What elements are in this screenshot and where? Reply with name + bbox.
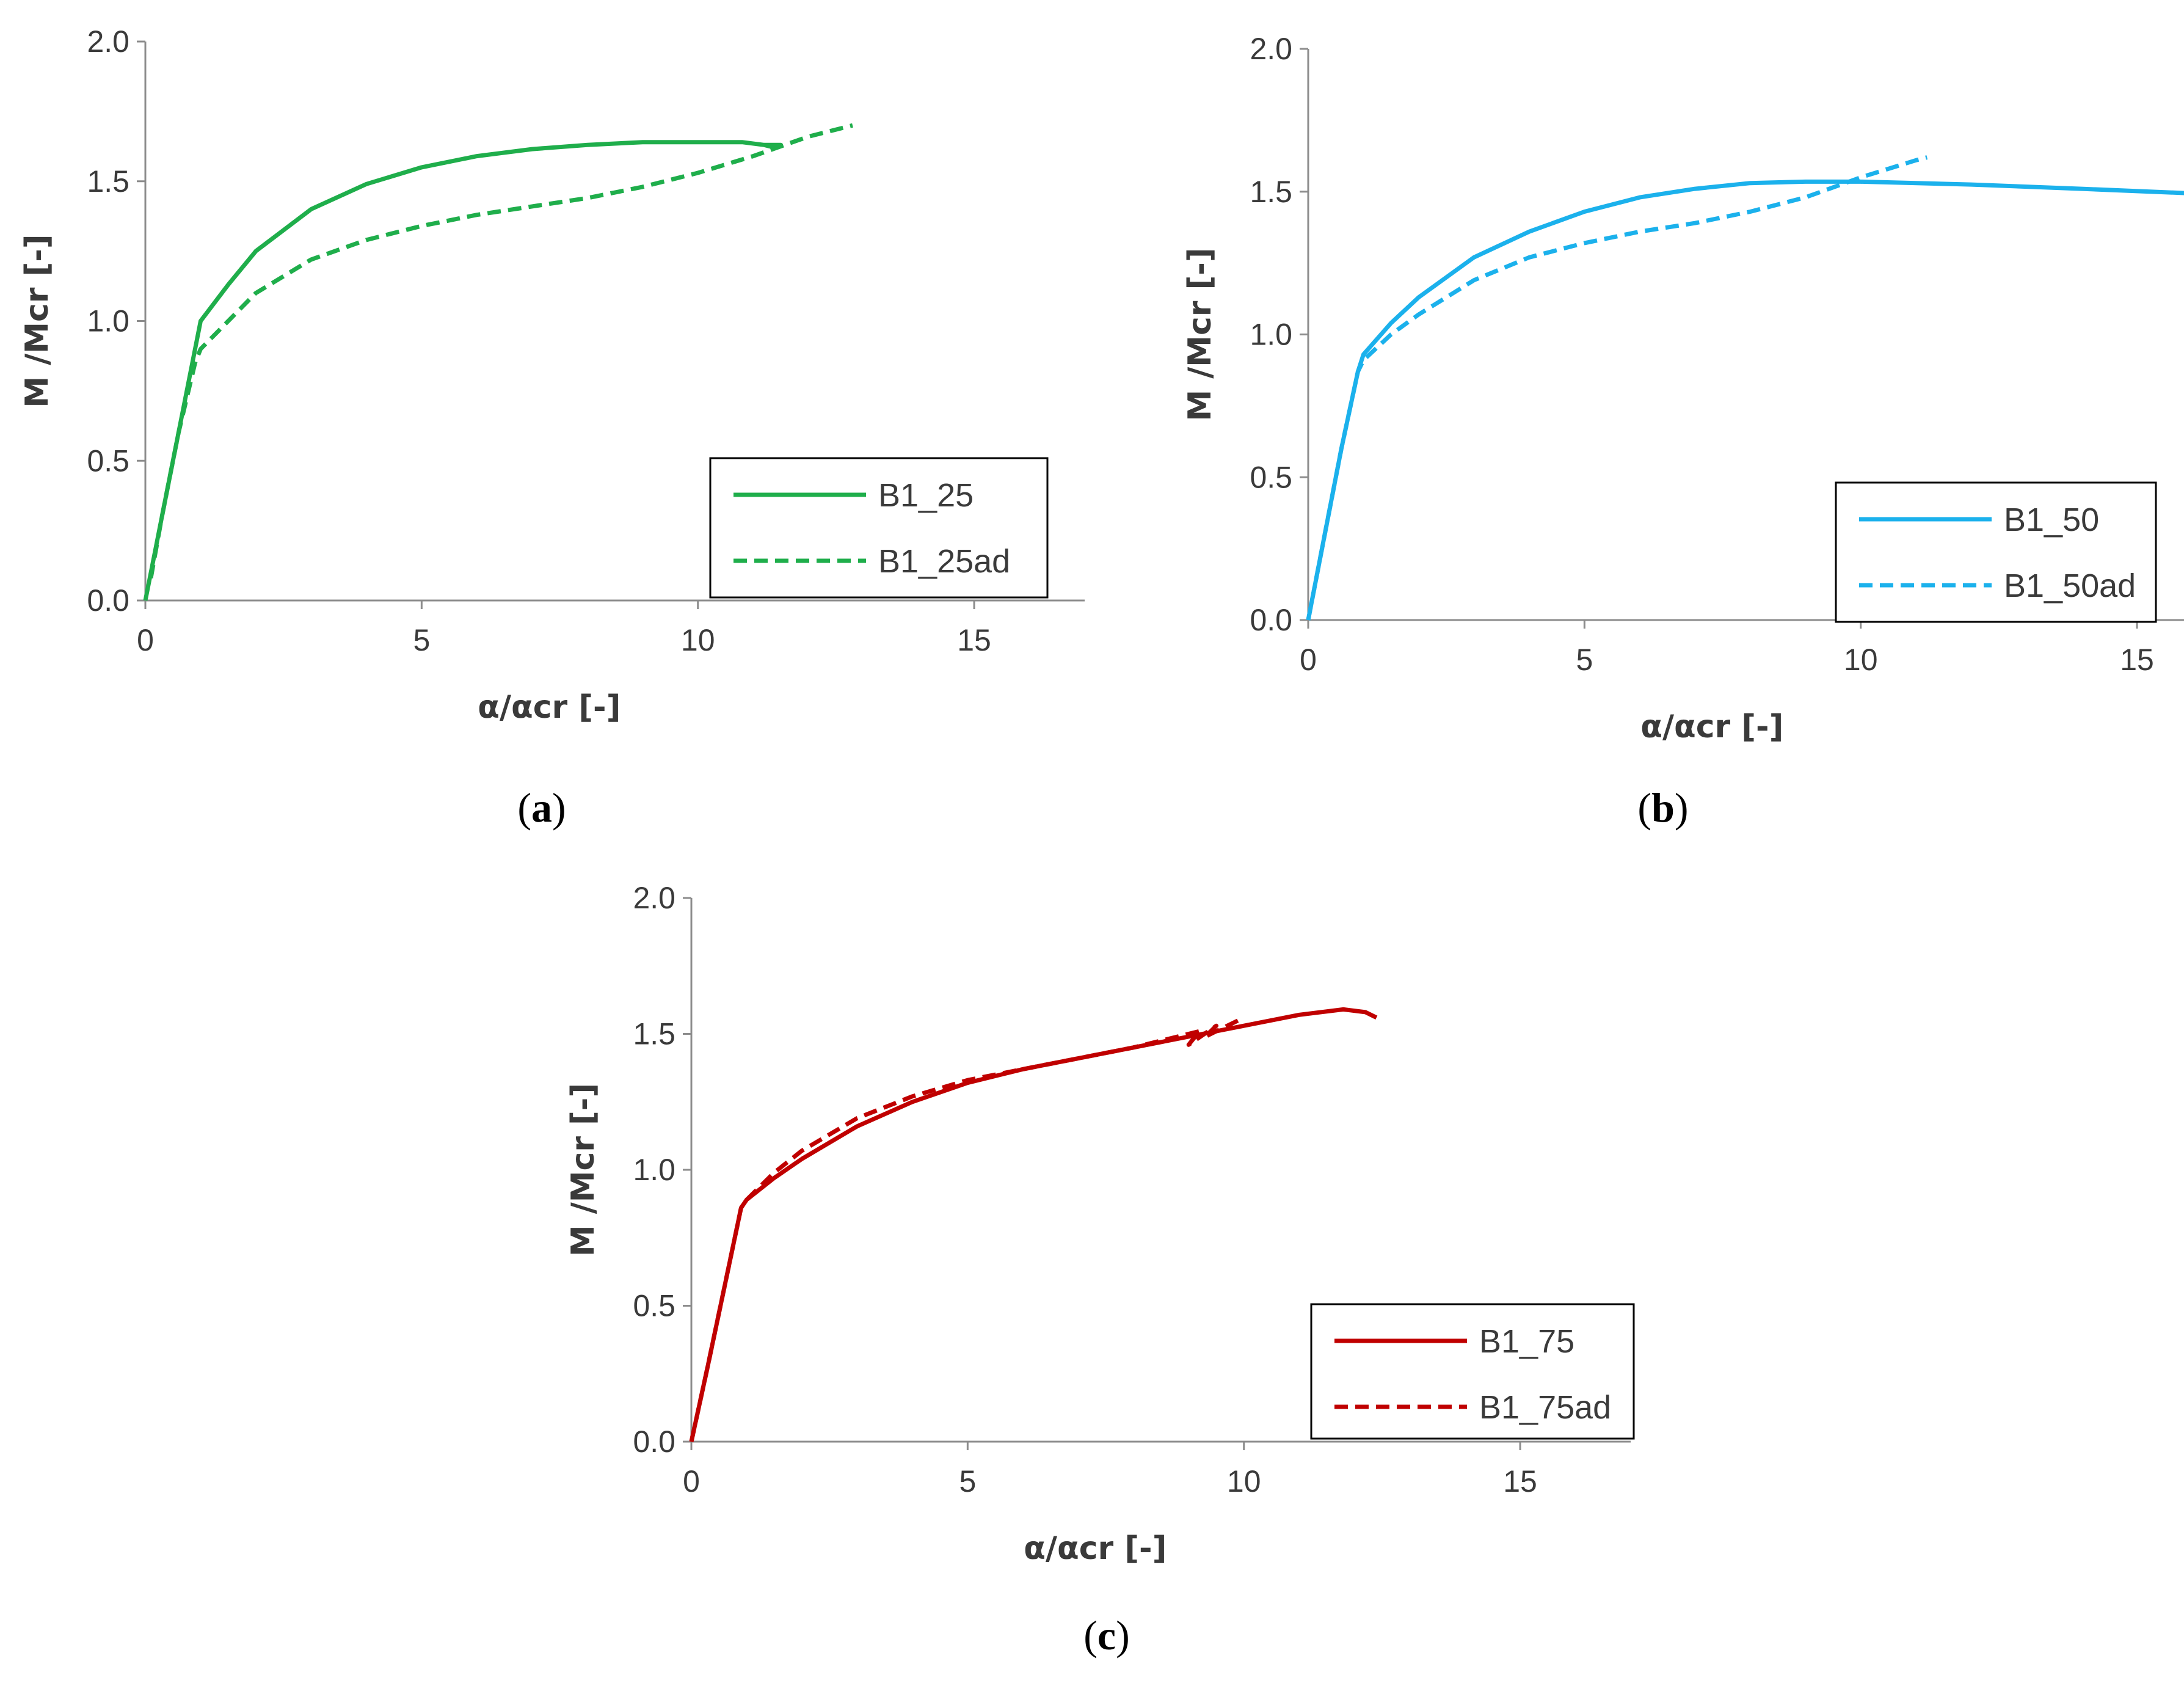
y-tick-label: 0.5	[87, 443, 129, 478]
series-line-b1-25	[143, 140, 783, 601]
x-tick-label: 5	[413, 623, 430, 657]
series-line-b1-75	[689, 1007, 1378, 1442]
caption-paren-close: )	[1675, 784, 1689, 831]
x-axis-title: α/αcr [-]	[1024, 1530, 1167, 1567]
y-tick-label: 1.0	[1250, 318, 1292, 352]
x-tick-label: 10	[1227, 1464, 1261, 1498]
series-line-b1-25ad	[148, 123, 853, 579]
series-line-b1-75ad	[689, 1018, 1240, 1442]
y-tick-label: 0.0	[87, 583, 129, 618]
x-tick-label: 0	[137, 623, 154, 657]
legend-box	[1310, 1303, 1635, 1440]
caption-letter: a	[531, 784, 552, 831]
x-tick-label: 5	[1576, 643, 1593, 677]
figure-caption: (c)	[1083, 1612, 1130, 1659]
legend-label: B1_25ad	[878, 543, 1010, 580]
figure-caption: (b)	[1637, 784, 1688, 831]
x-axis-title: α/αcr [-]	[1640, 709, 1783, 745]
y-axis-title: M /Mcr [-]	[565, 1083, 602, 1257]
figure-caption: (a)	[517, 784, 566, 831]
legend-label: B1_25	[878, 477, 974, 514]
caption-paren-open: (	[1083, 1612, 1097, 1659]
x-tick-label: 0	[683, 1464, 700, 1498]
y-tick-label: 1.0	[633, 1153, 675, 1187]
legend-label: B1_50ad	[2004, 567, 2136, 604]
series-line-b1-50ad	[1306, 155, 1928, 621]
x-axis-title: α/αcr [-]	[478, 689, 621, 726]
caption-paren-open: (	[517, 784, 531, 831]
legend-box	[1835, 481, 2157, 623]
legend-label: B1_75	[1479, 1323, 1574, 1360]
caption-letter: b	[1651, 784, 1675, 831]
x-tick-label: 10	[681, 623, 715, 657]
caption-letter: c	[1097, 1612, 1116, 1659]
x-tick-label: 15	[1503, 1464, 1537, 1498]
y-tick-label: 1.0	[87, 304, 129, 338]
x-tick-label: 15	[2120, 643, 2154, 677]
y-tick-label: 2.0	[633, 881, 675, 915]
caption-paren-open: (	[1637, 784, 1651, 831]
caption-paren-close: )	[1116, 1612, 1130, 1659]
y-tick-label: 0.0	[633, 1425, 675, 1459]
y-tick-label: 1.5	[87, 164, 129, 199]
y-tick-label: 0.0	[1250, 603, 1292, 637]
x-tick-label: 15	[957, 623, 991, 657]
legend-label: B1_50	[2004, 502, 2099, 538]
y-tick-label: 1.5	[633, 1017, 675, 1051]
legend-box	[709, 457, 1049, 599]
y-axis-title: M /Mcr [-]	[19, 234, 56, 407]
y-tick-label: 1.5	[1250, 175, 1292, 209]
y-tick-label: 0.5	[633, 1289, 675, 1323]
chart-a: 0.0 0.5 1.0 1.5 2.0 0 5 10 15 α/αcr [-] M /Mcr [-]…	[19, 24, 1085, 831]
chart-b: 0.0 0.5 1.0 1.5 2.0 0 5 10 15 α/αcr [-] M /Mcr [-]…	[1182, 32, 2184, 831]
y-tick-label: 2.0	[1250, 32, 1292, 66]
caption-paren-close: )	[552, 784, 566, 831]
y-tick-label: 0.5	[1250, 460, 1292, 494]
y-tick-label: 2.0	[87, 24, 129, 59]
chart-c: 0.0 0.5 1.0 1.5 2.0 0 5 10 15 α/αcr [-] M /Mcr [-]…	[565, 881, 1635, 1659]
x-tick-label: 5	[959, 1464, 976, 1498]
x-tick-label: 0	[1300, 643, 1317, 677]
legend-label: B1_75ad	[1479, 1389, 1611, 1426]
x-tick-label: 10	[1844, 643, 1878, 677]
y-axis-title: M /Mcr [-]	[1182, 247, 1218, 421]
